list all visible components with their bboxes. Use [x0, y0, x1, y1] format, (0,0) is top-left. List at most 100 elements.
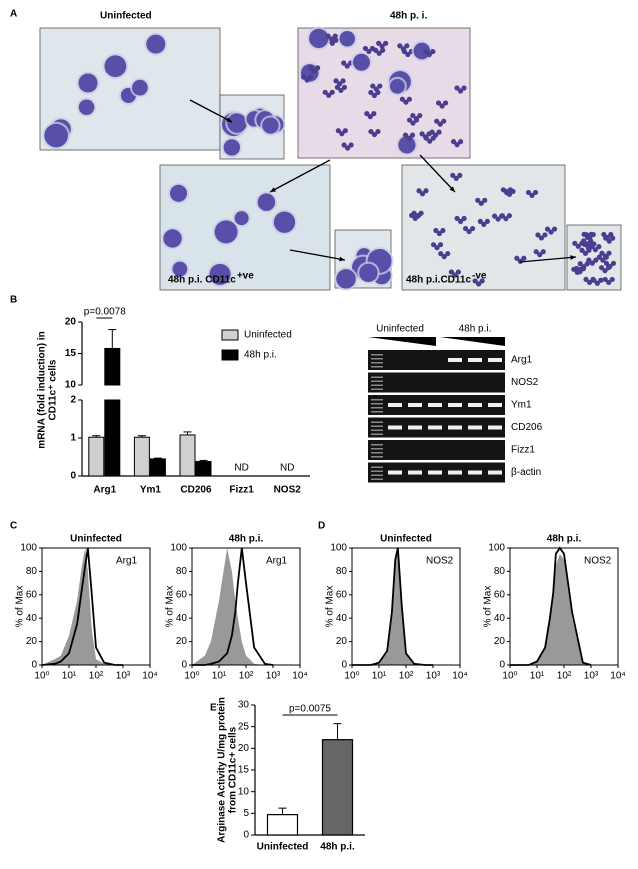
- cell-lobe: [453, 175, 459, 181]
- cell-lobe: [373, 86, 379, 92]
- cell-lobe: [538, 235, 545, 241]
- cell-lobe: [482, 197, 488, 203]
- category-note: ND: [280, 463, 294, 474]
- cell-lobe: [540, 249, 546, 255]
- y-tick-label: 60: [494, 589, 506, 600]
- cell-lobe: [409, 212, 415, 218]
- cell-lobe: [362, 45, 369, 52]
- gel-row-label: Arg1: [511, 355, 533, 366]
- y-axis-label: % of Max: [325, 586, 336, 628]
- arrow-head: [270, 187, 276, 192]
- cell-lobe: [405, 51, 411, 58]
- cell-lobe: [572, 240, 578, 246]
- x-tick-label: 10³: [426, 671, 441, 682]
- cell-lobe: [440, 227, 446, 234]
- arrow: [189, 99, 233, 123]
- gel-band: [468, 425, 482, 430]
- cell-nucleus: [309, 28, 329, 49]
- cell-lobe: [448, 269, 454, 275]
- panel-title: Uninfected: [100, 11, 152, 22]
- cell-lobe: [371, 131, 378, 138]
- gel-row: [368, 440, 505, 460]
- gel-group: Uninfected: [376, 324, 424, 335]
- histogram-area: [352, 548, 433, 665]
- cell-lobe: [423, 188, 429, 194]
- cell-lobe: [544, 226, 551, 232]
- cell-lobe: [517, 258, 523, 264]
- cell-lobe: [366, 48, 372, 55]
- cell-lobe: [423, 48, 429, 55]
- cell-lobe: [498, 213, 505, 219]
- cell-lobe: [601, 231, 607, 238]
- cell-lobe: [435, 100, 442, 106]
- gel-band: [488, 425, 502, 430]
- x-tick-label: 10²: [89, 671, 104, 682]
- x-tick-label: 48h p.i.: [320, 842, 355, 853]
- annotation: p=0.0078: [84, 307, 126, 318]
- cell-lobe: [510, 188, 516, 194]
- ladder-band: [371, 362, 383, 364]
- y-axis-label: mRNA (fold induction) in: [37, 331, 48, 448]
- arrow-head: [570, 255, 576, 260]
- x-tick-label: 10³: [584, 671, 599, 682]
- gel-group: 48h p.i.: [459, 324, 492, 335]
- caption-sup: +ve: [237, 271, 254, 282]
- ladder-band: [371, 444, 383, 446]
- gel-band: [388, 470, 402, 475]
- y-axis-label: % of Max: [165, 586, 176, 628]
- cell-lobe: [369, 45, 376, 52]
- gel-band: [408, 403, 422, 407]
- cell-lobe: [462, 225, 469, 232]
- cell-nucleus: [132, 79, 148, 96]
- y-tick-label: 20: [494, 636, 506, 647]
- micrograph: [401, 164, 566, 291]
- cell-lobe: [577, 268, 583, 275]
- cell-lobe: [335, 128, 341, 134]
- cell-lobe: [575, 243, 581, 249]
- bar: [321, 739, 354, 836]
- cell-nucleus: [78, 99, 95, 116]
- y-tick-label: 100: [170, 543, 187, 554]
- y-tick-label: 40: [26, 613, 38, 624]
- marker-label: Arg1: [116, 556, 138, 567]
- cell-lobe: [582, 250, 589, 256]
- x-tick-label: NOS2: [274, 485, 302, 496]
- y-tick-label: 40: [494, 613, 506, 624]
- cell-lobe: [454, 142, 460, 148]
- cell-lobe: [481, 221, 487, 227]
- arrow: [289, 249, 346, 261]
- ladder-band: [371, 403, 383, 405]
- cell-nucleus: [413, 42, 431, 60]
- ladder-band: [371, 478, 383, 480]
- y-tick-label: 15: [238, 765, 250, 776]
- gel-band: [428, 470, 442, 475]
- cell-lobe: [577, 261, 583, 267]
- cell-lobe: [503, 216, 509, 222]
- ladder-band: [371, 448, 383, 450]
- cell-nucleus: [389, 78, 405, 94]
- gel-band: [488, 403, 502, 407]
- y-axis-label: Arginase Activity U/mg protein: [217, 697, 228, 843]
- cell-lobe: [495, 216, 501, 222]
- ladder-band: [371, 380, 383, 382]
- y-axis-label: % of Max: [483, 586, 494, 628]
- cell-lobe: [592, 247, 598, 253]
- cell-lobe: [380, 47, 386, 53]
- ladder-band: [371, 354, 383, 356]
- cell-lobe: [491, 213, 498, 219]
- y-tick-label: 2: [70, 395, 76, 406]
- cell-lobe: [406, 117, 413, 123]
- marker-label: Arg1: [266, 556, 288, 567]
- legend-swatch: [221, 349, 239, 361]
- cell-lobe: [329, 40, 335, 46]
- cell-lobe: [529, 192, 535, 199]
- cell-lobe: [469, 225, 476, 232]
- cell-lobe: [370, 83, 376, 89]
- x-tick-label: 10²: [239, 671, 254, 682]
- cell-lobe: [477, 218, 483, 224]
- x-tick-label: Ym1: [140, 485, 162, 496]
- cell-lobe: [413, 115, 419, 122]
- cell-lobe: [315, 65, 321, 71]
- y-tick-label: 80: [26, 566, 38, 577]
- gel-row-label: β-actin: [511, 467, 541, 478]
